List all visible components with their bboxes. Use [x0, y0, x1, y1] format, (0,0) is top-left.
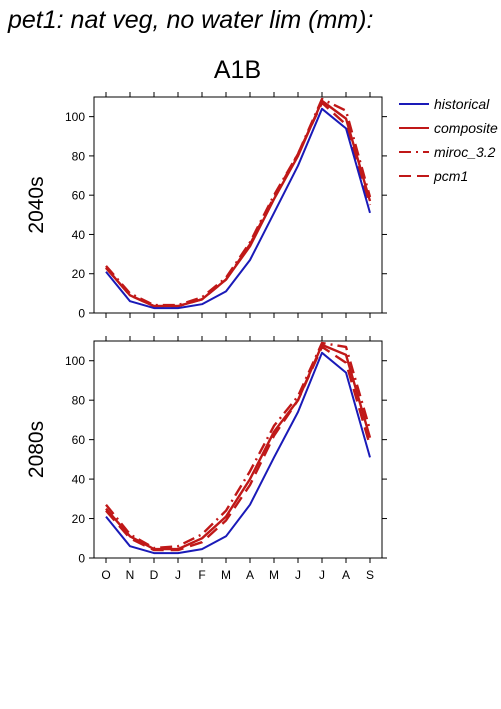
- series-line-historical: [105, 351, 371, 555]
- legend-swatch: [399, 127, 429, 129]
- y-tick-label: 20: [72, 267, 86, 281]
- y-tick-label: 100: [65, 110, 85, 124]
- x-tick-label: J: [319, 568, 325, 582]
- y-tick-label: 0: [78, 307, 85, 321]
- legend-swatch: [399, 175, 429, 177]
- y-tick-label: 60: [72, 433, 86, 447]
- y-tick-label: 80: [72, 149, 86, 163]
- y-axis-label: 2040s: [25, 176, 48, 233]
- legend-label: historical: [434, 96, 490, 112]
- legend-label: pcm1: [434, 168, 469, 184]
- y-tick-label: 20: [72, 512, 86, 526]
- plot-frame: [93, 340, 383, 559]
- x-tick-label: A: [246, 568, 254, 582]
- series-line-miroc-3-2: [105, 341, 372, 550]
- legend: historical composite miroc_3.2 pcm1: [398, 93, 501, 189]
- x-tick-label: O: [101, 568, 110, 582]
- y-axis-label: 2080s: [25, 421, 48, 478]
- series-line-historical: [105, 107, 371, 310]
- y-tick-label: 40: [72, 473, 86, 487]
- x-tick-label: J: [295, 568, 301, 582]
- x-tick-label: N: [126, 568, 135, 582]
- x-tick-label: D: [150, 568, 159, 582]
- legend-swatch: [399, 103, 429, 105]
- legend-item: composite: [398, 117, 501, 141]
- y-tick-label: 60: [72, 189, 86, 203]
- y-tick-label: 100: [65, 354, 85, 368]
- x-tick-label: F: [198, 568, 205, 582]
- legend-label: miroc_3.2: [434, 144, 496, 160]
- y-tick-label: 80: [72, 394, 86, 408]
- x-tick-label: M: [221, 568, 231, 582]
- page-title: pet1: nat veg, no water lim (mm):: [8, 6, 374, 34]
- y-tick-label: 40: [72, 228, 86, 242]
- x-tick-label: S: [366, 568, 374, 582]
- series-line-pcm1: [105, 345, 372, 552]
- legend-item: miroc_3.2: [398, 141, 501, 165]
- series-line-composite: [105, 99, 372, 308]
- y-tick-label: 0: [78, 552, 85, 566]
- x-tick-label: M: [269, 568, 279, 582]
- x-tick-label: A: [342, 568, 350, 582]
- scenario-title: A1B: [213, 56, 262, 84]
- x-tick-label: J: [175, 568, 181, 582]
- legend-label: composite: [434, 120, 498, 136]
- series-line-composite: [105, 343, 372, 551]
- plot-frame: [93, 96, 383, 314]
- legend-swatch: [399, 151, 429, 153]
- legend-item: pcm1: [398, 165, 501, 189]
- legend-item: historical: [398, 93, 501, 117]
